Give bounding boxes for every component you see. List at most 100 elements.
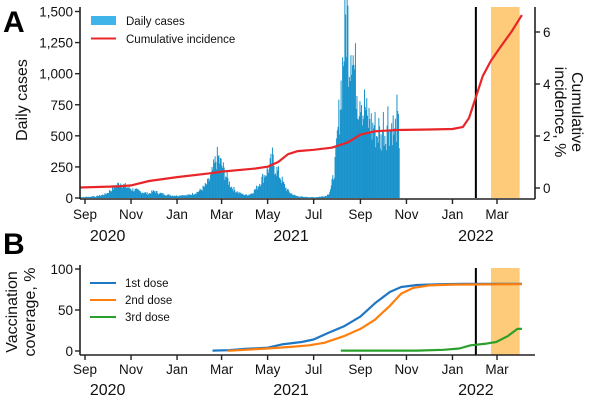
daily-cases-bar bbox=[207, 178, 209, 198]
daily-cases-bar bbox=[269, 158, 271, 198]
daily-cases-bar bbox=[161, 192, 163, 198]
panel-b-axes: 0 50 100 Sep Nov Jan Mar May Jul Sep Nov Jan Mar 2020… bbox=[50, 262, 535, 399]
daily-cases-bar bbox=[341, 109, 343, 198]
daily-cases-bar bbox=[397, 114, 399, 198]
y-tick-label-a: 250 bbox=[50, 160, 73, 175]
daily-cases-bar bbox=[226, 172, 228, 198]
daily-cases-bar bbox=[328, 194, 330, 198]
daily-cases-bar bbox=[330, 189, 332, 198]
daily-cases-bar bbox=[205, 183, 207, 198]
daily-cases-bar bbox=[293, 195, 295, 198]
daily-cases-bar bbox=[151, 190, 153, 198]
daily-cases-bar bbox=[149, 193, 151, 198]
daily-cases-bar bbox=[218, 155, 220, 198]
daily-cases-bar bbox=[301, 196, 303, 198]
daily-cases-bar bbox=[81, 197, 83, 198]
daily-cases-bar bbox=[332, 175, 334, 198]
year-label-b: 2022 bbox=[458, 382, 494, 399]
daily-cases-bar bbox=[229, 187, 231, 198]
daily-cases-bar bbox=[278, 177, 280, 198]
daily-cases-bar bbox=[148, 193, 150, 198]
panel-a-bars-layer bbox=[79, 0, 400, 199]
daily-cases-bar bbox=[333, 180, 335, 198]
daily-cases-bar bbox=[161, 193, 163, 198]
daily-cases-bar bbox=[144, 192, 146, 198]
daily-cases-bar bbox=[88, 196, 90, 198]
daily-cases-bar bbox=[373, 128, 375, 198]
daily-cases-bar bbox=[285, 187, 287, 198]
daily-cases-bar bbox=[290, 193, 292, 198]
daily-cases-bar bbox=[196, 191, 198, 198]
daily-cases-bar bbox=[147, 194, 149, 198]
daily-cases-bar bbox=[133, 191, 135, 198]
daily-cases-bar bbox=[397, 111, 399, 198]
x-tick-label-a: Mar bbox=[210, 207, 234, 222]
panel-b-y-axis-title: Vaccination coverage, % bbox=[4, 268, 39, 357]
daily-cases-bar bbox=[366, 98, 368, 198]
daily-cases-bar bbox=[91, 196, 93, 198]
daily-cases-bar bbox=[157, 194, 159, 198]
x-tick-label-b: Nov bbox=[119, 362, 143, 377]
daily-cases-bar bbox=[136, 188, 138, 198]
daily-cases-bar bbox=[178, 196, 180, 198]
daily-cases-bar bbox=[123, 183, 125, 198]
daily-cases-bar bbox=[360, 112, 362, 198]
daily-cases-bar bbox=[154, 191, 156, 198]
daily-cases-bar bbox=[221, 165, 223, 198]
daily-cases-bar bbox=[210, 174, 212, 198]
daily-cases-bar bbox=[153, 191, 155, 198]
daily-cases-bar bbox=[383, 145, 385, 198]
daily-cases-bar bbox=[143, 192, 145, 198]
daily-cases-bar bbox=[325, 195, 327, 198]
daily-cases-bar bbox=[219, 163, 221, 198]
daily-cases-bar bbox=[335, 146, 337, 198]
daily-cases-bar bbox=[391, 145, 393, 198]
daily-cases-bar bbox=[211, 166, 213, 198]
daily-cases-bar bbox=[187, 194, 189, 198]
daily-cases-bar bbox=[304, 197, 306, 198]
shaded-band-a bbox=[490, 7, 520, 198]
daily-cases-bar bbox=[188, 194, 190, 198]
daily-cases-bar bbox=[120, 183, 122, 198]
daily-cases-bar bbox=[262, 182, 264, 198]
daily-cases-bar bbox=[378, 118, 380, 198]
daily-cases-bar bbox=[302, 196, 304, 198]
daily-cases-bar bbox=[287, 189, 289, 198]
daily-cases-bar bbox=[185, 195, 187, 198]
daily-cases-bar bbox=[197, 192, 199, 198]
daily-cases-bar bbox=[81, 197, 83, 198]
daily-cases-bar bbox=[376, 136, 378, 198]
daily-cases-bar bbox=[108, 190, 110, 198]
y-tick-label-a: 1,000 bbox=[39, 67, 73, 82]
daily-cases-bar bbox=[374, 112, 376, 198]
daily-cases-bar bbox=[279, 177, 281, 198]
daily-cases-bar bbox=[299, 196, 301, 198]
daily-cases-bar bbox=[179, 195, 181, 198]
daily-cases-bar bbox=[133, 191, 135, 198]
daily-cases-bar bbox=[197, 191, 199, 198]
daily-cases-bar bbox=[126, 187, 128, 198]
x-tick-label-b: Mar bbox=[485, 362, 509, 377]
daily-cases-bar bbox=[348, 76, 350, 198]
daily-cases-bar bbox=[253, 193, 255, 198]
daily-cases-bar bbox=[299, 196, 301, 198]
daily-cases-bar bbox=[382, 111, 384, 198]
daily-cases-bar bbox=[117, 182, 119, 198]
x-tick-label-a: Jan bbox=[166, 207, 188, 222]
daily-cases-bar bbox=[170, 195, 172, 198]
x-tick-label-a: Sep bbox=[73, 207, 97, 222]
daily-cases-bar bbox=[121, 188, 123, 198]
daily-cases-bar bbox=[271, 163, 273, 198]
daily-cases-bar bbox=[289, 192, 291, 198]
daily-cases-bar bbox=[394, 118, 396, 198]
daily-cases-bar bbox=[122, 185, 124, 198]
y-tick-label-a: 1,500 bbox=[39, 5, 73, 20]
daily-cases-bar bbox=[106, 192, 108, 198]
daily-cases-bar bbox=[319, 196, 321, 198]
daily-cases-bar bbox=[247, 195, 249, 198]
daily-cases-bar bbox=[186, 195, 188, 198]
daily-cases-bar bbox=[237, 193, 239, 198]
x-tick-label-a: May bbox=[255, 207, 281, 222]
daily-cases-bar bbox=[276, 166, 278, 198]
daily-cases-bar bbox=[377, 142, 379, 198]
